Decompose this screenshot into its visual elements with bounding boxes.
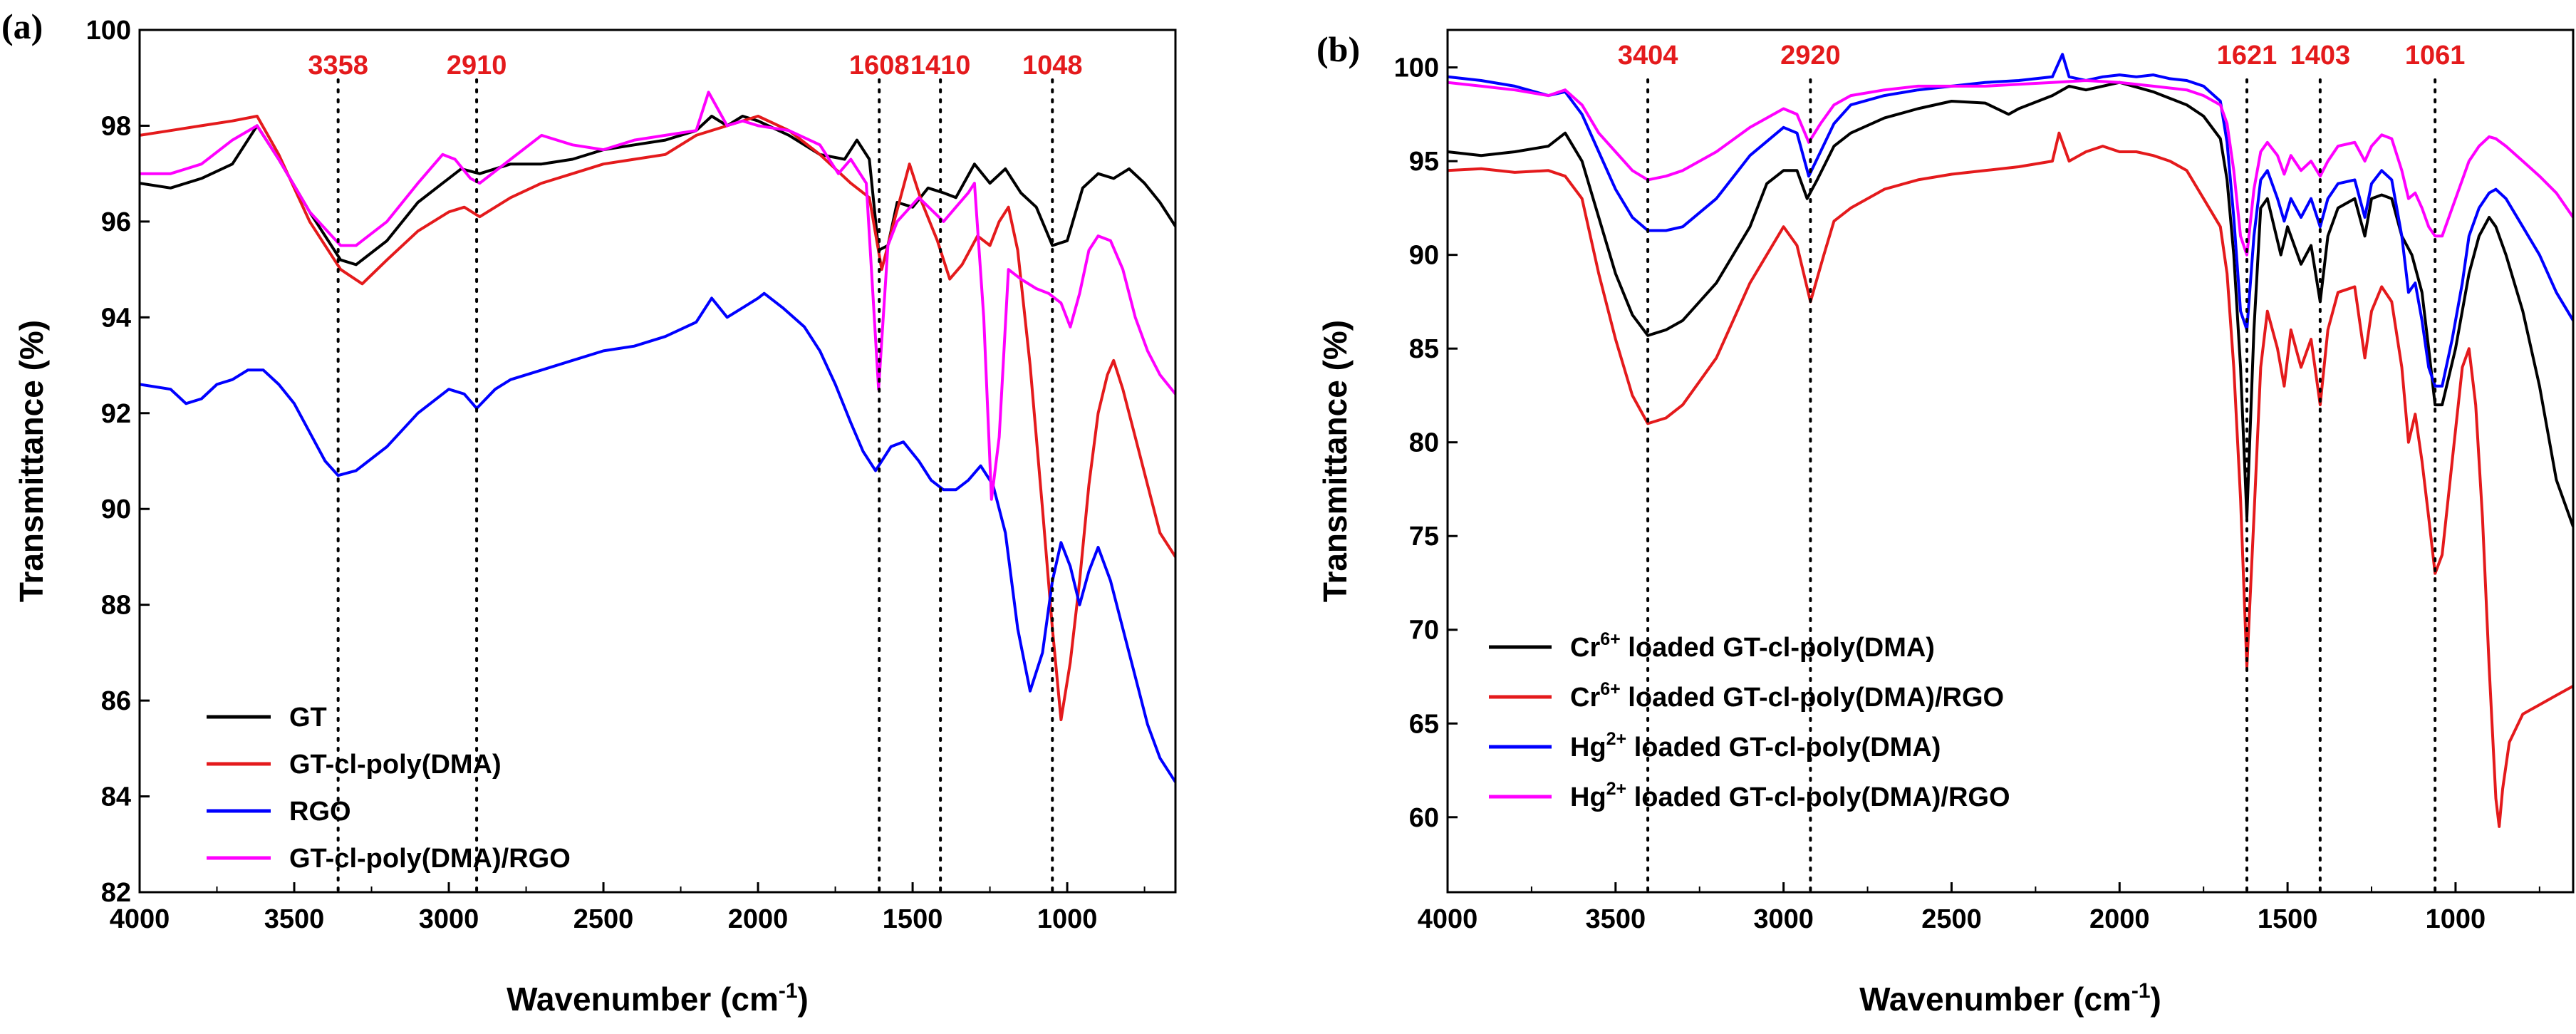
y-tick-label-b-1: 65 — [1409, 709, 1439, 739]
legend-label-a-2: RGO — [289, 797, 351, 827]
y-tick-label-b-4: 80 — [1409, 428, 1439, 458]
legend-label-a-1: GT-cl-poly(DMA) — [289, 750, 502, 780]
y-tick-label-a-9: 100 — [86, 16, 131, 46]
x-tick-label-b-1: 3500 — [1586, 904, 1646, 934]
legend-label-b-3: Hg2+ loaded GT-cl-poly(DMA)/RGO — [1570, 779, 2010, 812]
y-tick-label-a-4: 90 — [101, 495, 131, 524]
peak-label-a-4: 1048 — [1022, 51, 1083, 81]
y-tick-label-a-7: 96 — [101, 207, 131, 237]
x-tick-label-a-5: 1500 — [883, 904, 943, 934]
y-tick-label-a-6: 94 — [101, 303, 131, 333]
series-line-b-0 — [1448, 81, 2573, 527]
x-axis-title-a: Wavenumber (cm-1) — [507, 979, 809, 1018]
legend-label-a-3: GT-cl-poly(DMA)/RGO — [289, 844, 571, 874]
peak-label-b-3: 1403 — [2290, 41, 2351, 71]
x-tick-label-b-3: 2500 — [1921, 904, 1982, 934]
legend-label-b-2: Hg2+ loaded GT-cl-poly(DMA) — [1570, 729, 1941, 762]
y-tick-label-b-5: 85 — [1409, 334, 1439, 364]
x-tick-label-a-3: 2500 — [573, 904, 634, 934]
y-tick-label-b-2: 70 — [1409, 616, 1439, 646]
peak-label-a-1: 2910 — [447, 51, 507, 81]
x-tick-label-a-2: 3000 — [419, 904, 479, 934]
peak-label-a-0: 3358 — [308, 51, 368, 81]
y-tick-label-b-0: 60 — [1409, 803, 1439, 833]
panel-a-letter: (a) — [1, 6, 43, 46]
x-tick-label-b-5: 1500 — [2258, 904, 2318, 934]
panel-b: (b) 3404 2920 1621 1403 1061 4000 3500 3000 2500… — [1316, 29, 2575, 1018]
peak-label-a-3: 1410 — [910, 51, 971, 81]
y-tick-label-b-6: 90 — [1409, 241, 1439, 271]
y-tick-label-b-3: 75 — [1409, 522, 1439, 552]
series-line-a-1 — [140, 115, 1175, 721]
y-tick-label-b-7: 95 — [1409, 147, 1439, 177]
panel-b-letter: (b) — [1316, 29, 1360, 69]
legend-label-a-0: GT — [289, 703, 327, 733]
y-axis-title-b: Transmittance (%) — [1316, 320, 1354, 602]
series-line-b-2 — [1448, 53, 2573, 388]
peak-label-b-2: 1621 — [2217, 41, 2278, 71]
peak-label-a-2: 1608 — [849, 51, 910, 81]
series-line-b-1 — [1448, 131, 2573, 828]
plot-frame-a — [138, 29, 1177, 894]
legend-label-b-1: Cr6+ loaded GT-cl-poly(DMA)/RGO — [1570, 679, 2004, 713]
y-tick-label-a-5: 92 — [101, 399, 131, 429]
y-tick-label-a-2: 86 — [101, 686, 131, 716]
x-tick-label-b-6: 1000 — [2426, 904, 2486, 934]
x-tick-label-b-2: 3000 — [1753, 904, 1814, 934]
panel-a: (a) 3358 2910 1608 1410 1048 4000 3500 3000 2500… — [1, 6, 1177, 1018]
legend-label-b-0: Cr6+ loaded GT-cl-poly(DMA) — [1570, 629, 1935, 663]
x-tick-label-a-1: 3500 — [264, 904, 325, 934]
y-tick-label-b-8: 100 — [1394, 53, 1439, 83]
series-line-a-2 — [140, 291, 1175, 783]
x-tick-label-b-0: 4000 — [1418, 904, 1478, 934]
series-line-a-0 — [140, 115, 1175, 267]
peak-label-b-4: 1061 — [2405, 41, 2466, 71]
y-tick-label-a-8: 98 — [101, 111, 131, 141]
y-tick-label-a-0: 82 — [101, 878, 131, 908]
y-tick-label-a-1: 84 — [101, 782, 131, 812]
peak-label-b-1: 2920 — [1780, 41, 1841, 71]
plot-frame-b — [1446, 29, 2575, 894]
series-line-a-3 — [140, 91, 1175, 501]
series-line-b-3 — [1448, 79, 2573, 257]
y-tick-label-a-3: 88 — [101, 591, 131, 621]
x-tick-label-a-6: 1000 — [1037, 904, 1098, 934]
y-axis-title-a: Transmittance (%) — [13, 320, 50, 602]
peak-label-b-0: 3404 — [1618, 41, 1678, 71]
x-tick-label-a-4: 2000 — [728, 904, 789, 934]
x-tick-label-b-4: 2000 — [2089, 904, 2150, 934]
x-axis-title-b: Wavenumber (cm-1) — [1859, 979, 2161, 1018]
x-tick-label-a-0: 4000 — [110, 904, 170, 934]
